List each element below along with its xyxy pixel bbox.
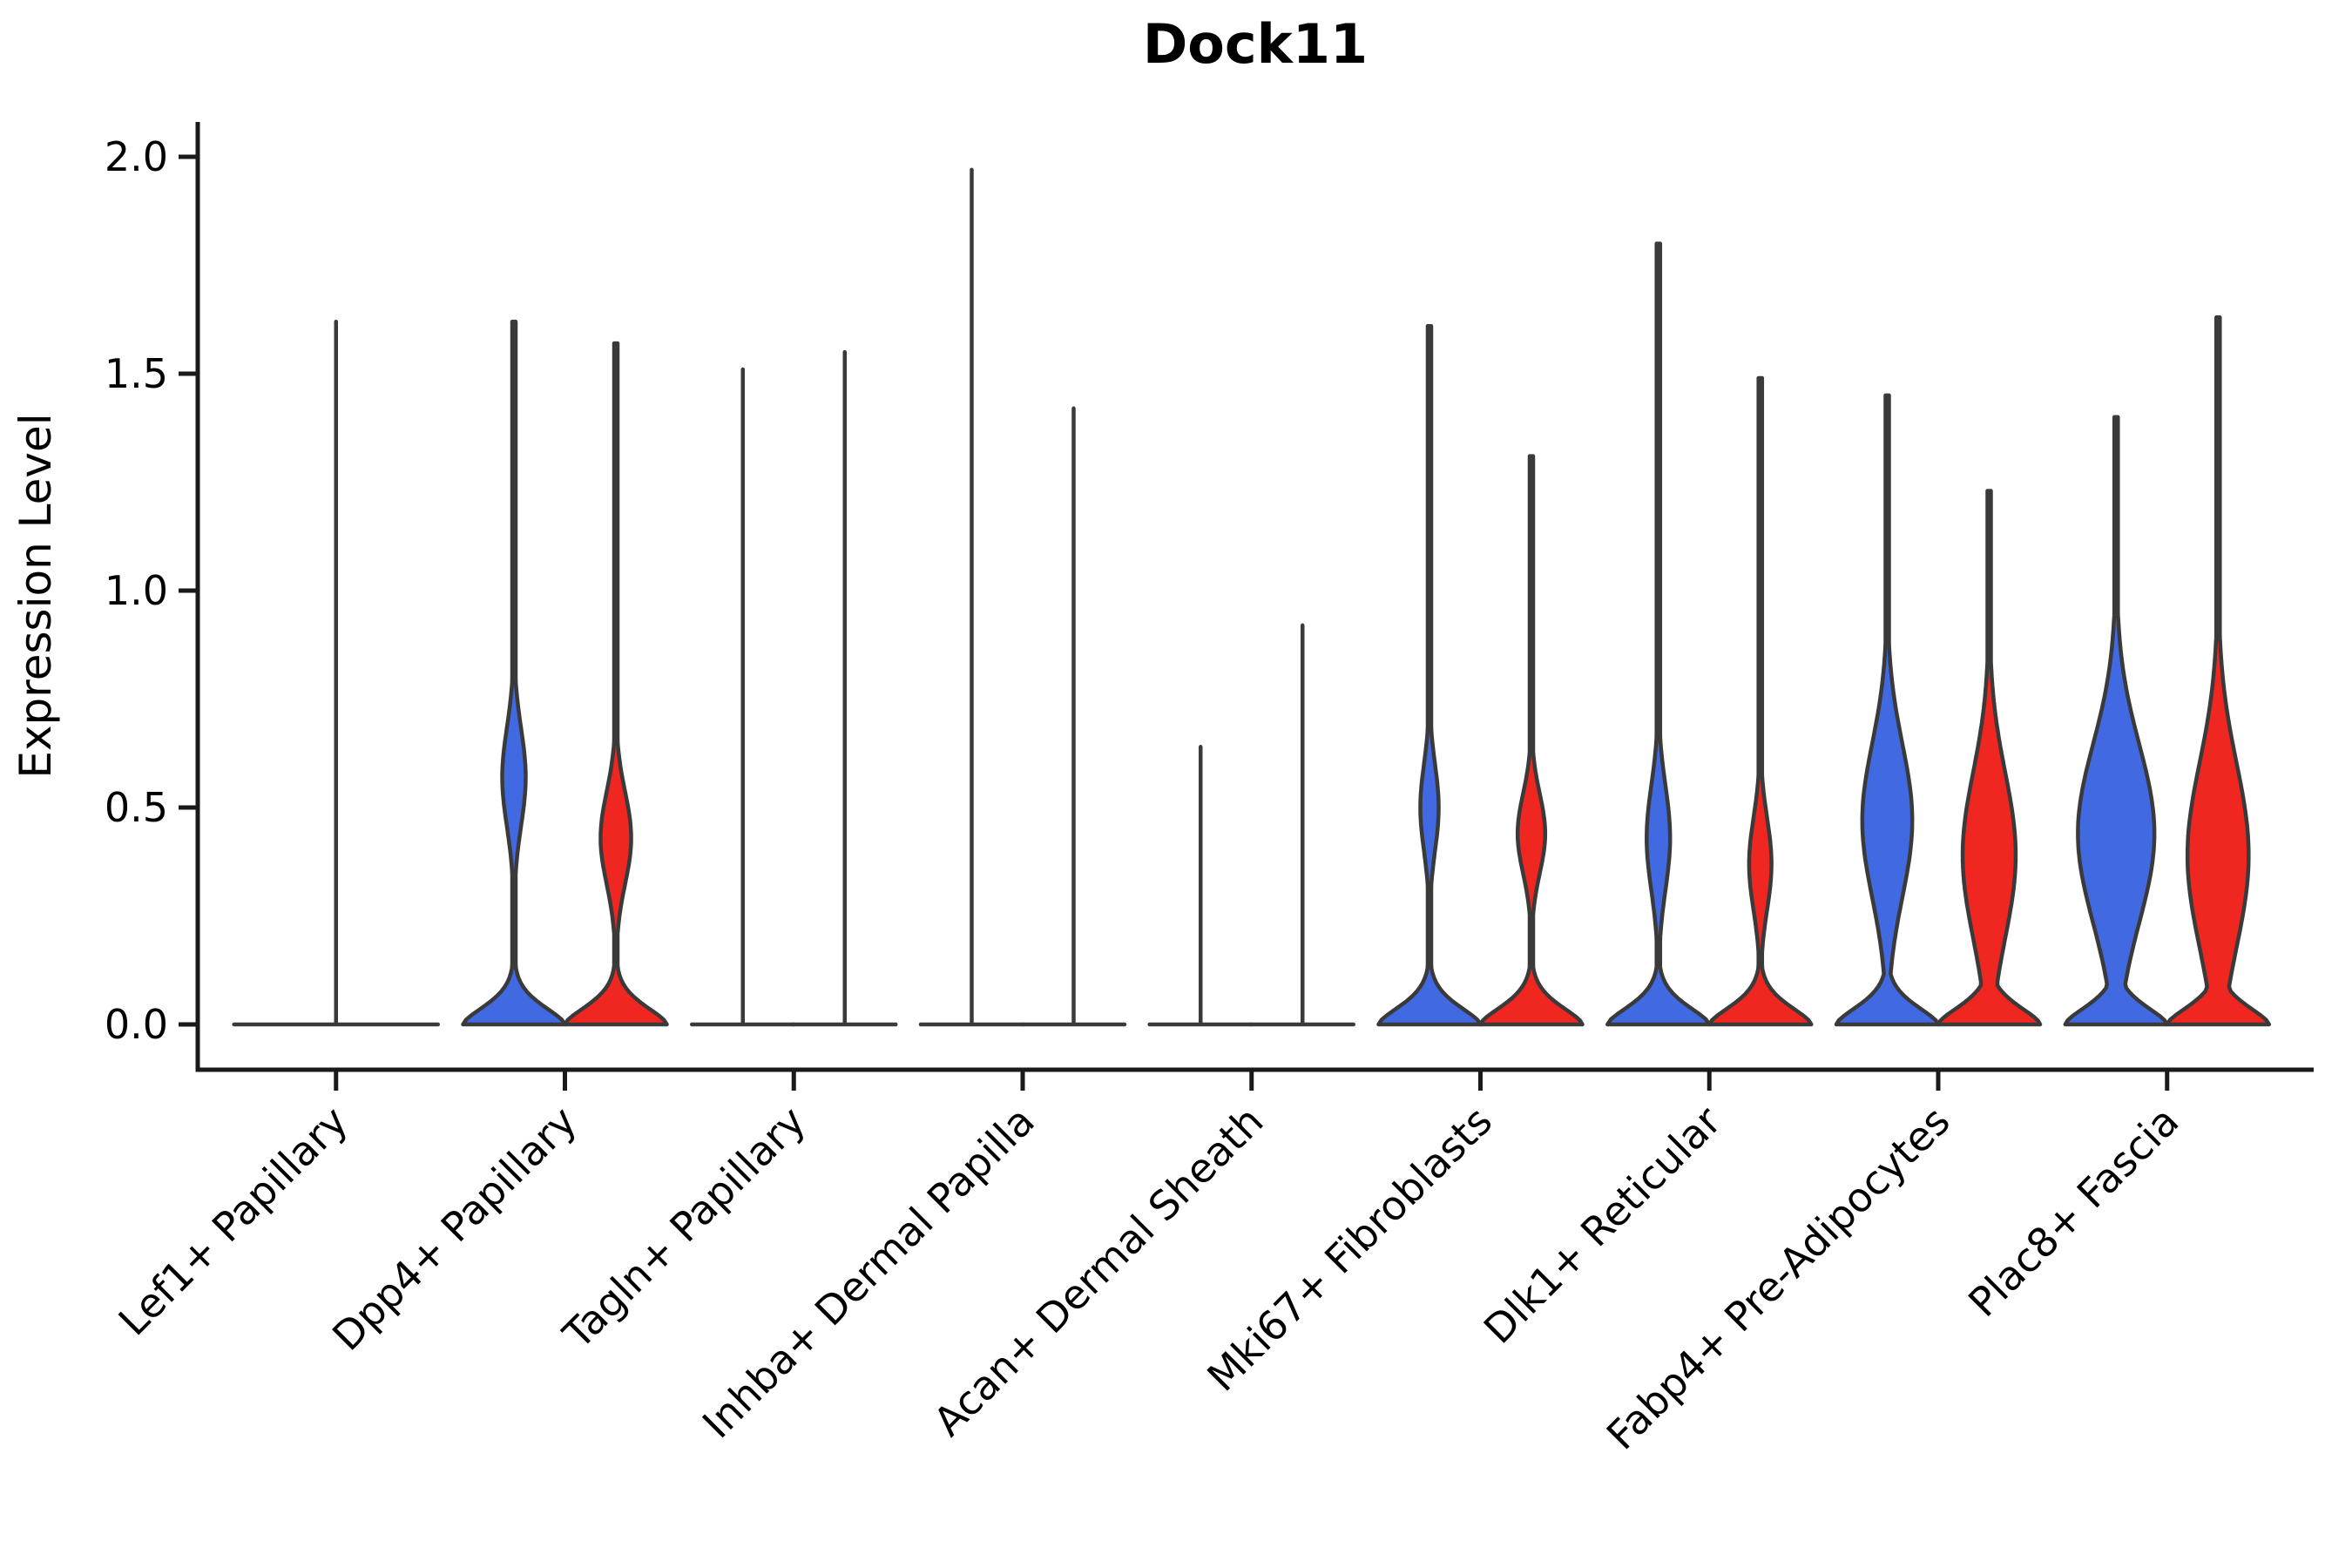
violin-blue [1605,241,1712,1027]
violin-flat-red [792,349,898,1027]
violin-red [2165,315,2272,1027]
violin-blue [1834,393,1941,1027]
violin-flat-blue [1147,745,1254,1027]
y-tick-label: 1.5 [105,350,168,397]
violin-blue [1376,323,1483,1027]
y-tick-label: 0.5 [105,784,168,831]
violin-blue [461,319,567,1027]
violin-red [1707,375,1814,1027]
violin-flat-unsplit [232,319,440,1027]
y-axis-label: Expression Level [10,413,61,778]
violin-blue [2063,415,2170,1027]
violin-red [1936,489,2043,1027]
violin-flat-red [1249,623,1355,1027]
y-tick-label: 0.0 [105,1001,168,1048]
violin-red [563,341,669,1027]
y-tick-label: 1.0 [105,567,168,614]
violin-red [1478,454,1585,1027]
violin-flat-blue [918,167,1025,1027]
violin-flat-red [1020,406,1127,1027]
violin-flat-blue [690,367,796,1027]
y-tick-label: 2.0 [105,133,168,180]
chart-title: Dock11 [1143,12,1368,76]
